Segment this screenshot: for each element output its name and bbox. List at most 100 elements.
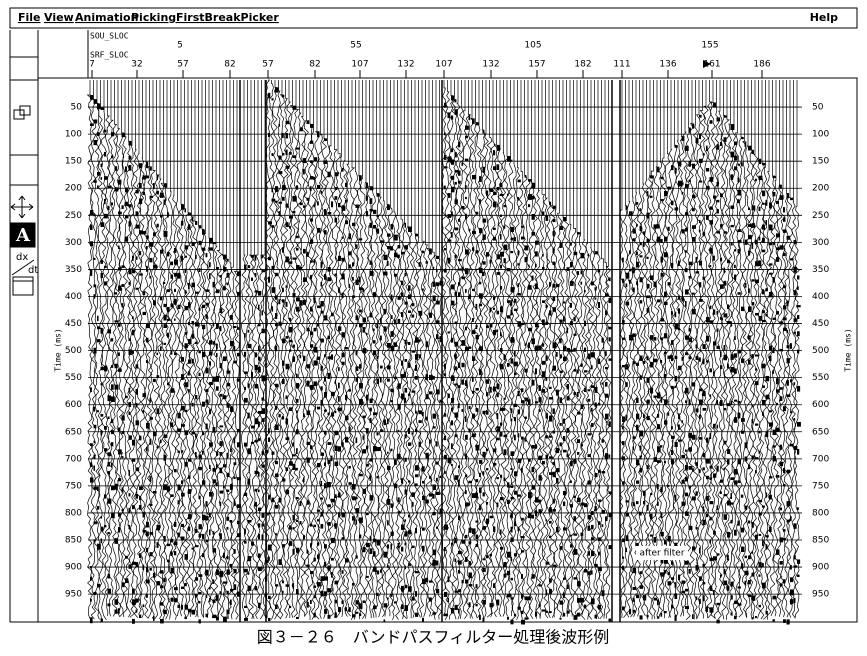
trace-peak	[685, 352, 689, 356]
trace-peak	[198, 466, 202, 471]
trace-peak	[418, 262, 421, 267]
trace-peak	[507, 551, 511, 558]
trace-peak	[167, 332, 170, 338]
trace-peak	[258, 324, 261, 327]
trace-peak	[587, 398, 591, 402]
trace-peak	[524, 257, 528, 263]
trace-peak	[472, 118, 475, 124]
menu-item[interactable]: Picking	[131, 11, 176, 24]
trace-peak	[475, 534, 479, 540]
trace-peak	[104, 525, 107, 528]
trace-peak	[432, 549, 436, 556]
trace-peak	[482, 617, 485, 622]
trace-peak	[744, 580, 747, 586]
trace-peak	[570, 280, 574, 286]
toolbar	[9, 30, 39, 622]
trace-peak	[538, 499, 541, 503]
trace-peak	[559, 225, 564, 231]
trace-peak	[472, 318, 474, 322]
trace-peak	[404, 457, 407, 462]
y-tick-label-right: 50	[812, 103, 824, 113]
trace	[486, 80, 493, 618]
trace-peak	[132, 599, 136, 606]
trace-peak	[500, 214, 503, 217]
trace-peak	[507, 315, 511, 319]
trace-peak	[688, 337, 692, 343]
trace-peak	[313, 360, 318, 366]
trace-peak	[104, 198, 106, 205]
trace-peak	[605, 381, 608, 387]
trace-peak	[292, 514, 295, 521]
trace-peak	[472, 174, 476, 180]
menu-help[interactable]: Help	[810, 11, 838, 24]
trace-peak	[209, 492, 213, 497]
trace-peak	[327, 614, 331, 619]
trace-peak	[751, 419, 754, 424]
trace-peak	[125, 395, 128, 399]
trace-peak	[552, 461, 555, 465]
trace-peak	[632, 436, 636, 439]
trace-peak	[254, 352, 258, 358]
trace-peak	[170, 274, 174, 279]
trace-peak	[514, 553, 518, 557]
trace-peak	[401, 292, 404, 297]
menu-item[interactable]: FirstBreakPicker	[176, 11, 279, 24]
trace-peak	[282, 360, 285, 366]
icon-annotate[interactable]	[10, 222, 36, 248]
trace-peak	[209, 237, 213, 244]
trace-peak	[639, 277, 643, 283]
trace-peak	[345, 415, 349, 421]
trace-peak	[531, 466, 535, 473]
trace-peak	[149, 531, 154, 535]
trace-peak	[507, 593, 511, 598]
trace-peak	[594, 287, 597, 291]
trace-peak	[591, 423, 594, 427]
trace-peak	[493, 462, 497, 466]
trace-peak	[706, 335, 710, 342]
trace-peak	[765, 535, 769, 538]
trace	[664, 80, 671, 618]
trace-peak	[100, 430, 103, 436]
trace-peak	[461, 409, 464, 412]
icon-window[interactable]	[12, 276, 34, 296]
trace-peak	[174, 318, 176, 321]
menu-item[interactable]: File	[18, 11, 41, 24]
trace-peak	[636, 261, 639, 268]
trace-peak	[296, 383, 300, 389]
trace-peak	[271, 451, 275, 455]
trace-peak	[493, 526, 496, 532]
trace	[373, 80, 380, 618]
trace-peak	[341, 332, 346, 338]
trace-peak	[605, 413, 609, 420]
trace-peak	[205, 423, 208, 430]
trace-peak	[591, 281, 594, 286]
trace-peak	[650, 361, 654, 368]
trace-peak	[772, 619, 775, 622]
trace-peak	[793, 445, 798, 451]
trace-peak	[454, 321, 457, 325]
trace	[164, 80, 170, 620]
trace-peak	[545, 435, 548, 439]
trace-peak	[709, 394, 712, 398]
trace-peak	[97, 315, 99, 322]
y-tick-label: 450	[65, 319, 82, 329]
icon-move[interactable]	[10, 195, 34, 219]
trace-peak	[723, 514, 727, 520]
trace-peak	[345, 436, 349, 443]
y-tick-label-right: 100	[812, 130, 829, 140]
trace-peak	[542, 300, 545, 303]
menu-item[interactable]: View	[44, 11, 74, 24]
trace-peak	[216, 386, 219, 391]
trace-peak	[128, 387, 131, 393]
trace	[668, 80, 674, 618]
trace-peak	[313, 381, 317, 387]
y-tick-label: 950	[65, 590, 82, 600]
menu-item[interactable]: Animation	[75, 11, 138, 24]
trace	[511, 80, 517, 621]
trace-peak	[331, 354, 333, 360]
trace-peak	[444, 363, 446, 369]
trace-peak	[468, 346, 472, 349]
trace-peak	[503, 477, 506, 482]
trace-peak	[195, 433, 197, 438]
trace-peak	[741, 563, 744, 569]
